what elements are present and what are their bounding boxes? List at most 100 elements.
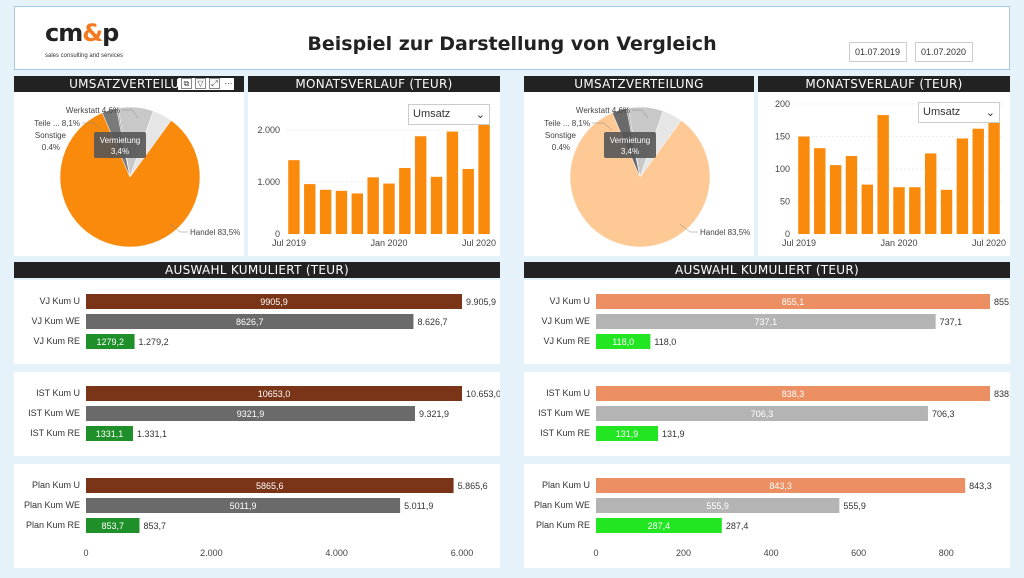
kum-bar	[596, 478, 966, 493]
kum-inner-value: 8626,7	[236, 317, 264, 327]
pie-label-teile: Teile ... 8,1%	[544, 119, 590, 128]
month-bar	[924, 153, 937, 234]
kum-bar	[86, 386, 462, 401]
vermietung-tooltip	[94, 132, 146, 158]
kum-label: VJ Kum U	[549, 296, 590, 306]
x-tick-label: 600	[851, 548, 866, 558]
x-tick-label: Jan 2020	[370, 238, 407, 248]
kum-outer-value: 9.905,9	[466, 297, 496, 307]
kum-label: Plan Kum U	[32, 480, 80, 490]
chevron-down-icon: ⌄	[985, 107, 995, 119]
month-bar	[956, 138, 969, 234]
vermietung-tooltip	[604, 132, 656, 158]
kum-label: VJ Kum RE	[33, 336, 80, 346]
left-kum-title: AUSWAHL KUMULIERT (TEUR)	[14, 262, 500, 278]
kum-bar	[86, 406, 416, 421]
kum-inner-value: 1331,1	[96, 429, 124, 439]
pie-label-teile: Teile ... 8,1%	[34, 119, 80, 128]
kum-bar	[596, 314, 936, 329]
y-tick-label: 0	[785, 229, 790, 239]
kum-outer-value: 287,4	[726, 521, 749, 531]
kum-inner-value: 555,9	[706, 501, 729, 511]
pie-leader-line	[632, 109, 649, 119]
right-kum-title: AUSWAHL KUMULIERT (TEUR)	[524, 262, 1010, 278]
kum-outer-value: 131,9	[662, 429, 685, 439]
x-tick-label: Jul 2020	[462, 238, 496, 248]
kum-outer-value: 118,0	[654, 337, 676, 347]
left-month-title: MONATSVERLAUF (TEUR)	[248, 76, 500, 92]
kum-outer-value: 843,3	[969, 481, 992, 491]
month-bar	[335, 190, 348, 234]
kum-bar	[596, 498, 840, 513]
pie-label-sonstige-pct: 0.4%	[42, 143, 60, 152]
kum-label: Plan Kum RE	[536, 520, 590, 530]
kum-label: Plan Kum WE	[534, 500, 590, 510]
kum-outer-value: 838,3	[994, 389, 1010, 399]
month-bar	[845, 156, 858, 234]
x-tick-label: 0	[83, 548, 88, 558]
kum-inner-value: 131,9	[616, 429, 639, 439]
month-bar	[988, 105, 1000, 234]
tooltip-label: Vermietung	[100, 136, 140, 145]
measure-dropdown[interactable]: Umsatz ⌄	[918, 102, 1000, 123]
copy-icon[interactable]: ⧉	[181, 78, 192, 89]
month-bar	[462, 169, 474, 234]
kum-inner-value: 5011,9	[230, 501, 257, 511]
kum-inner-value: 855,1	[782, 297, 805, 307]
month-bar	[399, 167, 411, 234]
kum-bar	[596, 386, 990, 401]
pie-label-handel: Handel 83,5%	[700, 228, 750, 237]
expand-icon[interactable]: ⤢	[209, 78, 220, 89]
kum-label: IST Kum U	[36, 388, 80, 398]
measure-dropdown[interactable]: Umsatz ⌄	[408, 104, 490, 125]
kum-outer-value: 10.653,0	[466, 389, 500, 399]
logo-subtitle: sales consulting and services	[45, 53, 124, 59]
right-kum-chart: VJ Kum U 855,1 855,1 VJ Kum WE 737,1 737,1 VJ …	[534, 294, 1010, 558]
pie-label-werkstatt: Werkstatt 4,6%	[66, 106, 120, 115]
kum-bar	[86, 294, 462, 309]
month-bar	[446, 131, 459, 234]
month-bar	[940, 189, 953, 234]
kum-bar	[86, 478, 454, 493]
kum-inner-value: 706,3	[751, 409, 774, 419]
chevron-down-icon: ⌄	[475, 109, 485, 121]
kum-bar	[596, 518, 722, 533]
kum-inner-value: 9321,9	[237, 409, 265, 419]
kum-bar	[596, 406, 928, 421]
more-options-icon[interactable]: ⋯	[224, 79, 233, 88]
kum-outer-value: 737,1	[940, 317, 963, 327]
pie-slice-werkstatt	[129, 110, 172, 178]
kum-label: IST Kum WE	[538, 408, 590, 418]
kum-inner-value: 853,7	[101, 521, 124, 531]
right-month-chart: 0 50 100 150 200 Jul 2019 Jan 2020 Jul 2020	[775, 99, 1006, 248]
x-tick-label: 800	[939, 548, 954, 558]
kum-label: IST Kum U	[546, 388, 590, 398]
pie-leader-line	[592, 122, 613, 131]
filter-icon[interactable]: ▽	[195, 78, 206, 89]
date-filter-start[interactable]: 01.07.2019	[849, 42, 907, 62]
left-month-chart: 0 1.000 2.000 Jul 2019 Jan 2020 Jul 2020	[257, 115, 496, 248]
kum-inner-value: 287,4	[648, 521, 671, 531]
kum-outer-value: 1.279,2	[139, 337, 169, 347]
date-filter-end[interactable]: 01.07.2020	[915, 42, 973, 62]
kum-label: Plan Kum RE	[26, 520, 80, 530]
y-tick-label: 1.000	[257, 177, 280, 187]
company-logo: cm&p	[45, 19, 119, 47]
right-pie-title: UMSATZVERTEILUNG	[524, 76, 754, 92]
kum-label: IST Kum RE	[540, 428, 590, 438]
month-bar	[367, 177, 379, 234]
kum-bar	[86, 518, 140, 533]
month-bar	[814, 148, 826, 234]
x-tick-label: Jul 2020	[972, 238, 1006, 248]
kum-bar	[596, 426, 658, 441]
kum-bar	[596, 294, 990, 309]
visual-toolbar: ⧉ ▽ ⤢ ⋯	[178, 78, 234, 90]
kum-bar	[86, 498, 401, 513]
right-pie-chart: Werkstatt 4,6% Teile ... 8,1% Sonstige 0.4%…	[544, 106, 750, 248]
x-tick-label: 400	[764, 548, 779, 558]
y-tick-label: 200	[775, 99, 790, 109]
kum-inner-value: 118,0	[612, 337, 634, 347]
tooltip-value: 3,4%	[621, 147, 639, 156]
y-tick-label: 100	[775, 164, 790, 174]
pie-label-sonstige: Sonstige	[35, 131, 67, 140]
